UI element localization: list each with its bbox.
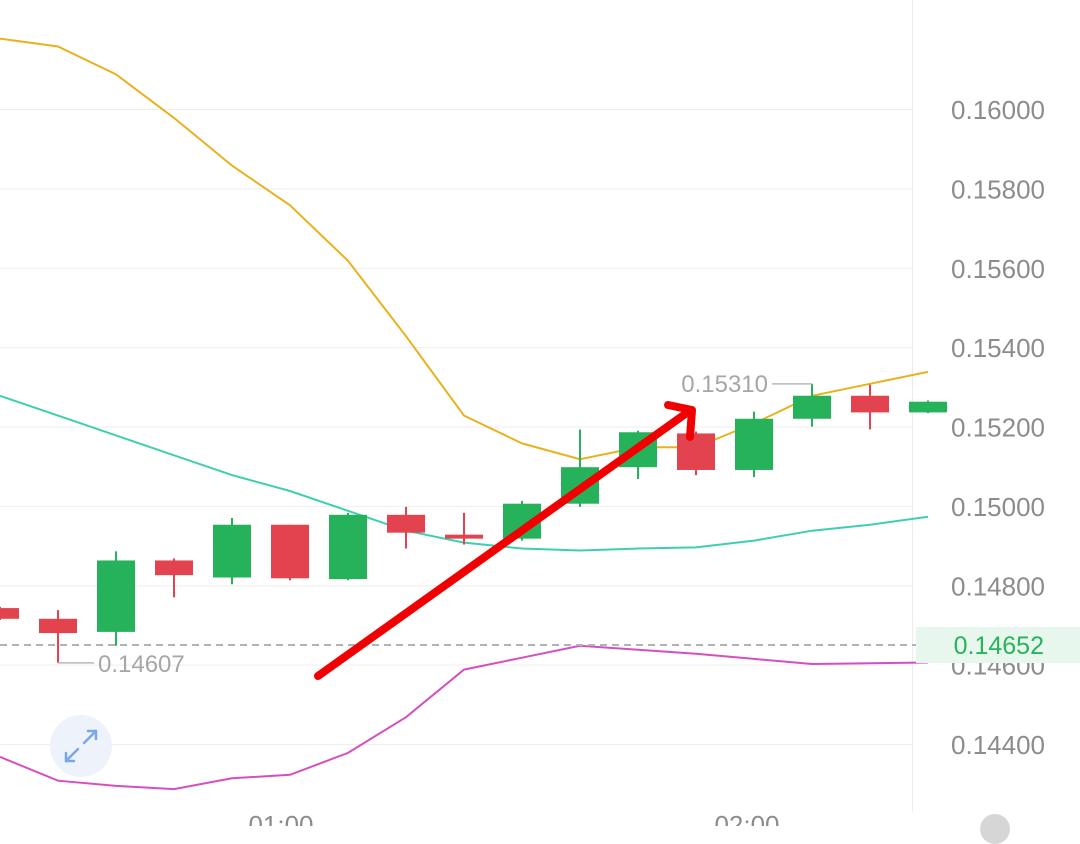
- candle: [213, 517, 251, 585]
- candles[interactable]: [0, 383, 947, 663]
- price-tick-label: 0.14800: [951, 571, 1045, 601]
- candle-body: [271, 524, 309, 579]
- candle-body: [0, 608, 19, 619]
- candle: [39, 610, 77, 663]
- trend-arrow-annotation: [314, 401, 696, 680]
- price-tick-label: 0.14400: [951, 730, 1045, 760]
- time-axis: 01:00 02:00: [248, 810, 779, 826]
- lower-band-line: [0, 644, 929, 791]
- candle: [155, 558, 193, 598]
- grid-lines: [0, 109, 912, 745]
- candle: [0, 606, 19, 620]
- current-price-tag-label: 0.14652: [954, 632, 1044, 660]
- candle-body: [735, 418, 773, 470]
- candle: [677, 431, 715, 476]
- current-price-tag: 0.14652: [916, 626, 1080, 663]
- price-tick-label: 0.15800: [951, 174, 1045, 204]
- price-axis: 0.16000 0.15800 0.15600 0.15400 0.15200 0.150…: [951, 95, 1045, 760]
- candle: [387, 506, 425, 549]
- price-tick-label: 0.15000: [951, 492, 1045, 522]
- candle: [329, 512, 367, 581]
- time-tick-label: 01:00: [248, 810, 313, 826]
- extreme-labels: 0.15310 0.14607: [58, 371, 812, 678]
- arrow-head: [664, 401, 696, 441]
- candle: [271, 524, 309, 581]
- candle-body: [213, 524, 251, 578]
- candle: [909, 400, 947, 414]
- candle-body: [155, 560, 193, 576]
- candle-body: [39, 618, 77, 634]
- candle-body: [445, 534, 483, 539]
- candle-body: [793, 395, 831, 419]
- current-price-tag-background: [916, 626, 1080, 663]
- candle-body: [909, 401, 947, 413]
- expand-chart-button[interactable]: [50, 715, 112, 777]
- low-price-label: 0.14607: [98, 651, 185, 678]
- candle: [851, 384, 889, 430]
- expand-icon: [64, 729, 98, 763]
- arrow-shaft: [314, 408, 692, 680]
- candle: [735, 411, 773, 478]
- upper-band-line: [0, 37, 929, 461]
- high-price-label: 0.15310: [681, 371, 768, 398]
- time-tick-label: 02:00: [714, 810, 779, 826]
- candle-body: [329, 514, 367, 580]
- candle-body: [677, 433, 715, 470]
- price-tick-label: 0.15600: [951, 254, 1045, 284]
- candlestick-chart[interactable]: 0.15310 0.14607 0.160000.158000.156000.1…: [0, 0, 1080, 826]
- price-tick-label: 0.15200: [951, 413, 1045, 443]
- price-tick-label: 0.16000: [951, 95, 1045, 125]
- candle-body: [97, 560, 135, 632]
- candle: [445, 512, 483, 545]
- candle: [793, 383, 831, 427]
- scroll-indicator[interactable]: [980, 814, 1010, 844]
- candle: [97, 551, 135, 646]
- candle-body: [387, 514, 425, 533]
- candle-body: [851, 395, 889, 413]
- price-tick-label: 0.15400: [951, 333, 1045, 363]
